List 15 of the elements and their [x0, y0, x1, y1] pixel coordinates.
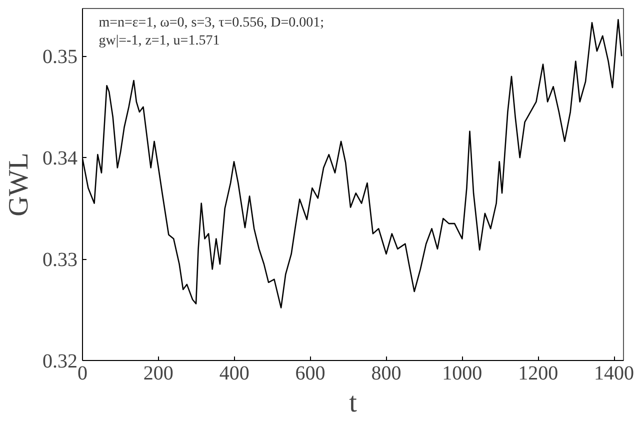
- annotation: m=n=ε=1, ω=0, s=3, τ=0.556, D=0.001; gw|=-1, z=1, u=1.571: [98, 16, 324, 49]
- y-tick-label: 0.32: [42, 350, 78, 372]
- x-tick-label: 600: [295, 362, 326, 384]
- x-tick-label: 1400: [594, 362, 634, 384]
- y-tick-label: 0.34: [42, 148, 78, 170]
- x-tick-label: 200: [143, 362, 174, 384]
- y-tick-label: 0.33: [42, 249, 78, 272]
- x-tick-label: 800: [371, 362, 402, 384]
- x-axis-title: t: [349, 388, 358, 418]
- x-tick-label: 1000: [442, 362, 482, 384]
- x-tick-label: 1200: [518, 362, 558, 384]
- y-axis-title: GWL: [4, 152, 34, 216]
- x-tick-label: 400: [219, 362, 250, 384]
- x-tick-label: 0: [78, 362, 88, 384]
- y-tick-label: 0.35: [42, 46, 78, 68]
